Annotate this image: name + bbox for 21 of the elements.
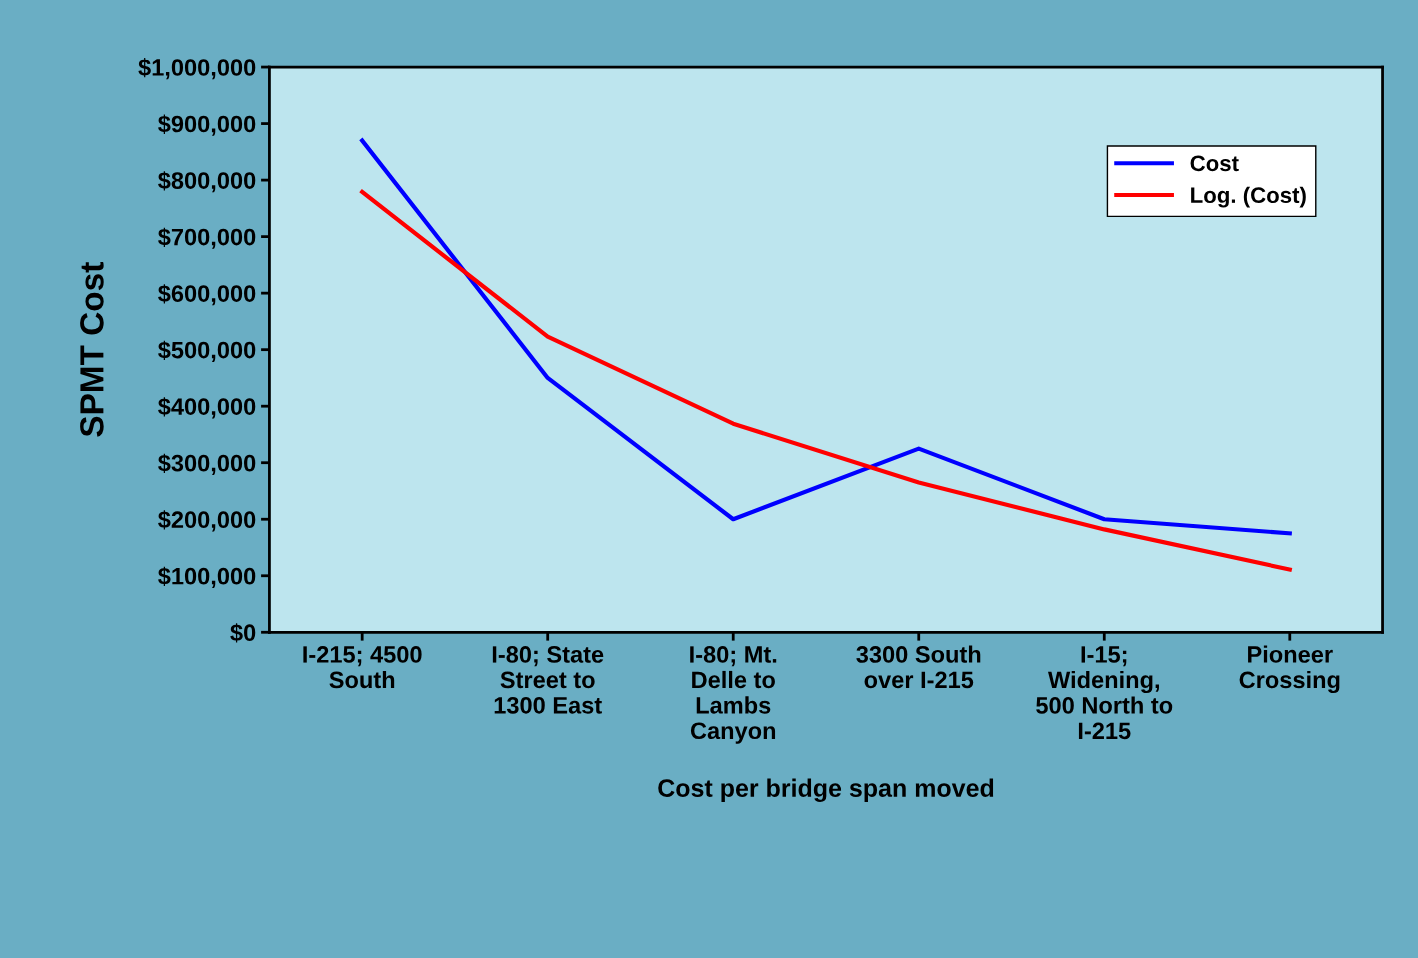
y-tick-label: $500,000 xyxy=(158,340,256,362)
legend-label: Log. (Cost) xyxy=(1191,186,1306,208)
y-tick-label: $200,000 xyxy=(158,510,256,532)
x-tick-label: 3300 South over I-215 xyxy=(856,645,981,689)
y-tick-label: $700,000 xyxy=(158,227,256,249)
x-tick-label: I-80; Mt. Delle to Lambs Canyon xyxy=(690,646,777,744)
legend-label: Cost xyxy=(1190,155,1239,172)
x-tick-label: I-80; State Street to 1300 East xyxy=(492,646,604,714)
y-axis-title: SPMT Cost xyxy=(80,262,104,437)
x-tick-label: I-215; 4500 South xyxy=(303,646,422,689)
y-tick-label: $400,000 xyxy=(158,397,256,419)
y-tick-label: $0 xyxy=(230,623,256,643)
x-axis-title: Cost per bridge span moved xyxy=(658,778,994,803)
x-tick-label: Pioneer Crossing xyxy=(1239,645,1340,694)
y-tick-label: $900,000 xyxy=(158,114,256,136)
y-tick-label: $600,000 xyxy=(158,284,256,306)
x-tick-label: I-15; Widening, 500 North to I-215 xyxy=(1036,646,1173,740)
y-tick-label: $1,000,000 xyxy=(138,58,256,80)
y-tick-label: $800,000 xyxy=(158,171,256,193)
y-tick-label: $300,000 xyxy=(158,453,256,475)
y-tick-label: $100,000 xyxy=(158,566,256,588)
